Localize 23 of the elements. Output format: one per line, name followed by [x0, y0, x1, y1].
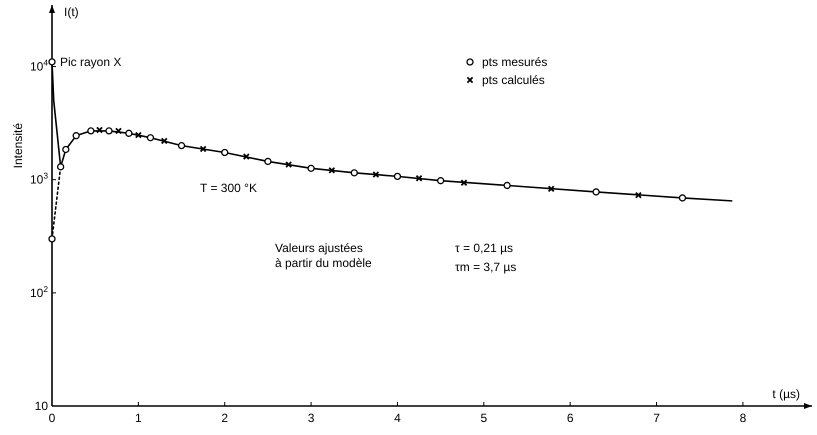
- x-tick-label: 7: [653, 411, 660, 425]
- annotation: Pic rayon X: [60, 54, 122, 69]
- x-tick-label: 3: [308, 411, 315, 425]
- annotation: I(t): [64, 5, 79, 19]
- x-tick-label: 8: [740, 411, 747, 425]
- x-tick-label: 5: [480, 411, 488, 425]
- y-tick-label: 10$^{2}$: [30, 284, 48, 300]
- annotation: Valeurs ajustées à partir du modèle: [275, 241, 372, 270]
- annotation: T = 300 °K: [200, 181, 257, 195]
- legend-label: pts calculés: [482, 73, 545, 87]
- y-axis-title: Intensité: [11, 122, 25, 168]
- x-tick-label: 6: [566, 411, 574, 425]
- x-tick-label: 1: [135, 411, 142, 425]
- y-tick-label: 10: [34, 399, 48, 413]
- x-axis-title: t (µs): [772, 387, 800, 401]
- legend-label: pts mesurés: [482, 55, 548, 69]
- x-tick-label: 4: [394, 411, 402, 425]
- annotation: τ = 0,21 µs: [455, 241, 514, 255]
- x-tick-label: 0: [48, 411, 56, 425]
- y-tick-label: 10$^{3}$: [30, 170, 48, 187]
- y-tick-label: 10$^{4}$: [30, 58, 48, 74]
- annotation: τm = 3,7 µs: [455, 260, 516, 274]
- x-tick-label: 2: [221, 411, 228, 425]
